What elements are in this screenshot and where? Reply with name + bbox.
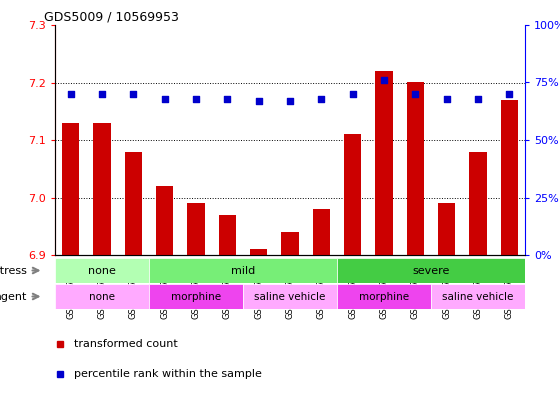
Bar	[337, 284, 431, 309]
Bar	[55, 258, 149, 283]
Point	[160, 95, 169, 102]
Bar	[149, 284, 243, 309]
Point	[97, 91, 106, 97]
Bar	[375, 71, 393, 255]
Point	[348, 91, 357, 97]
Bar	[337, 258, 525, 283]
Bar	[243, 284, 337, 309]
Bar	[62, 123, 80, 255]
Point	[286, 98, 295, 104]
Text: saline vehicle: saline vehicle	[254, 292, 326, 301]
Bar	[94, 123, 111, 255]
Text: none: none	[88, 266, 116, 275]
Bar	[344, 134, 361, 255]
Bar	[188, 203, 204, 255]
Bar	[501, 100, 518, 255]
Bar	[125, 151, 142, 255]
Point	[505, 91, 514, 97]
Text: morphine: morphine	[359, 292, 409, 301]
Text: agent: agent	[0, 292, 27, 301]
Point	[66, 91, 75, 97]
Bar	[438, 203, 455, 255]
Text: GDS5009 / 10569953: GDS5009 / 10569953	[44, 10, 179, 23]
Bar	[250, 249, 267, 255]
Text: saline vehicle: saline vehicle	[442, 292, 514, 301]
Bar	[312, 209, 330, 255]
Bar	[281, 232, 298, 255]
Point	[192, 95, 200, 102]
Text: stress: stress	[0, 266, 27, 275]
Bar	[431, 284, 525, 309]
Bar	[156, 186, 173, 255]
Bar	[407, 83, 424, 255]
Text: morphine: morphine	[171, 292, 221, 301]
Text: severe: severe	[412, 266, 450, 275]
Bar	[219, 215, 236, 255]
Point	[254, 98, 263, 104]
Point	[317, 95, 326, 102]
Point	[129, 91, 138, 97]
Text: transformed count: transformed count	[74, 339, 178, 349]
Point	[223, 95, 232, 102]
Point	[474, 95, 483, 102]
Bar	[149, 258, 337, 283]
Point	[380, 77, 389, 83]
Point	[442, 95, 451, 102]
Point	[411, 91, 420, 97]
Text: none: none	[89, 292, 115, 301]
Text: percentile rank within the sample: percentile rank within the sample	[74, 369, 262, 379]
Bar	[469, 151, 487, 255]
Text: mild: mild	[231, 266, 255, 275]
Bar	[55, 284, 149, 309]
